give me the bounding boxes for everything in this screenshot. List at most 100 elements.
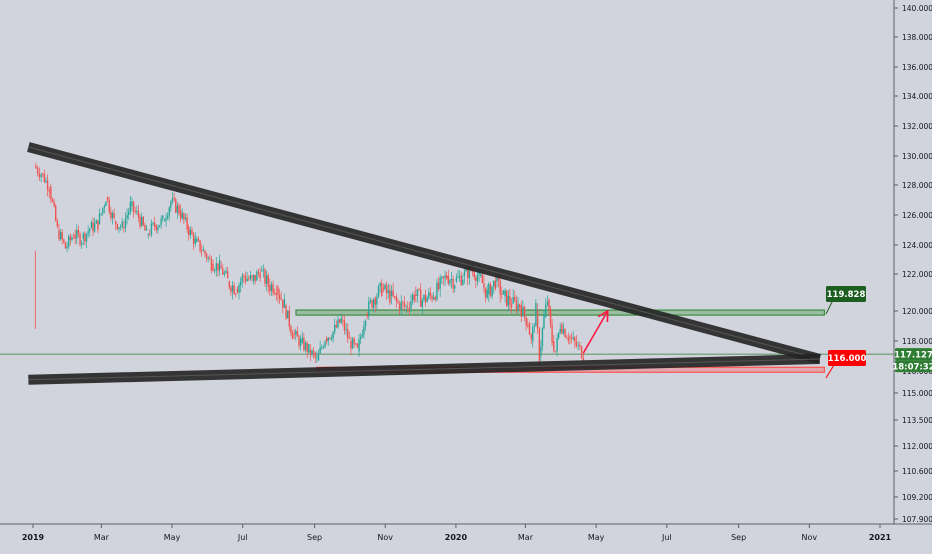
candle: [79, 231, 81, 247]
candle: [462, 274, 464, 286]
candle: [115, 220, 117, 231]
candles-layer: [34, 162, 585, 365]
candle: [579, 341, 581, 350]
candle: [103, 204, 106, 214]
y-tick-label: 134.000: [902, 92, 932, 101]
resistance-price-callout[interactable]: 119.828: [826, 286, 866, 302]
candle: [337, 315, 339, 329]
candle: [494, 275, 497, 291]
candle: [402, 300, 404, 310]
countdown-tag[interactable]: 18:07:32: [892, 360, 932, 372]
candle: [102, 207, 104, 216]
candle: [97, 220, 99, 234]
candle: [215, 257, 218, 277]
candle: [355, 342, 357, 346]
candle: [196, 235, 198, 243]
candle: [191, 227, 193, 236]
candle: [144, 222, 146, 231]
candle: [398, 301, 401, 315]
candle: [275, 285, 278, 301]
x-tick-label: May: [588, 533, 605, 542]
candle: [575, 335, 578, 349]
x-tick-label: 2021: [869, 533, 892, 542]
candle: [157, 224, 159, 234]
candle: [408, 301, 411, 316]
candle: [205, 252, 208, 262]
candle: [343, 315, 346, 335]
candle: [577, 341, 579, 351]
support-price-callout[interactable]: 116.000: [828, 350, 867, 366]
candle: [233, 282, 235, 295]
candle: [458, 270, 461, 282]
candle: [283, 293, 286, 308]
candle: [179, 204, 182, 223]
candle: [351, 336, 354, 349]
candle: [350, 336, 352, 356]
candle: [379, 282, 381, 294]
projection-arrow[interactable]: [582, 310, 609, 354]
candle: [124, 212, 127, 233]
resistance-zone[interactable]: [295, 309, 825, 316]
candle: [131, 197, 133, 212]
candle: [457, 270, 459, 279]
candle: [553, 334, 555, 353]
candle: [549, 305, 552, 329]
last-price-tag[interactable]: 117.127: [894, 348, 932, 360]
candle: [76, 223, 78, 245]
candle: [325, 336, 328, 345]
trendline-highlight: [28, 358, 820, 381]
candle: [565, 334, 568, 339]
candle: [501, 286, 503, 300]
candle: [403, 295, 406, 310]
candle: [338, 318, 341, 324]
candle: [306, 340, 308, 359]
candle: [290, 324, 292, 337]
candle: [256, 269, 258, 281]
candle: [554, 351, 557, 353]
candle: [580, 345, 583, 360]
candle: [368, 296, 370, 320]
y-tick-label: 110.600: [902, 467, 932, 476]
x-tick-label: Jul: [237, 533, 248, 542]
candle: [72, 232, 75, 239]
candle: [77, 225, 80, 238]
candle: [364, 319, 367, 331]
candle: [515, 295, 518, 315]
candle: [394, 296, 396, 300]
candle: [564, 327, 566, 338]
candle: [507, 289, 509, 312]
candle: [176, 201, 179, 219]
price-labels-layer: 119.828 116.000 117.127 18:07:32: [825, 286, 932, 379]
candle: [514, 290, 516, 303]
candle: [532, 323, 534, 348]
candle: [523, 305, 526, 321]
candle: [51, 197, 54, 203]
candle: [431, 294, 433, 303]
candle: [84, 231, 86, 246]
candle: [38, 167, 41, 181]
candle: [488, 282, 490, 302]
candle: [46, 174, 49, 197]
candle: [541, 326, 544, 352]
y-tick-label: 132.000: [902, 122, 932, 131]
candle: [280, 291, 282, 301]
candle: [304, 340, 307, 353]
candle: [540, 340, 542, 361]
candle: [314, 351, 316, 364]
x-tick-label: May: [164, 533, 181, 542]
candle: [170, 200, 172, 212]
candle: [543, 309, 545, 329]
candle: [270, 281, 273, 297]
candle: [277, 284, 279, 303]
x-tick-label: 2019: [22, 533, 45, 542]
candle: [309, 344, 312, 362]
candle: [225, 267, 227, 274]
candle: [546, 295, 549, 307]
candle: [424, 289, 427, 307]
candle: [436, 278, 438, 302]
candle: [559, 323, 561, 335]
candle: [150, 219, 153, 238]
candle: [116, 223, 119, 231]
